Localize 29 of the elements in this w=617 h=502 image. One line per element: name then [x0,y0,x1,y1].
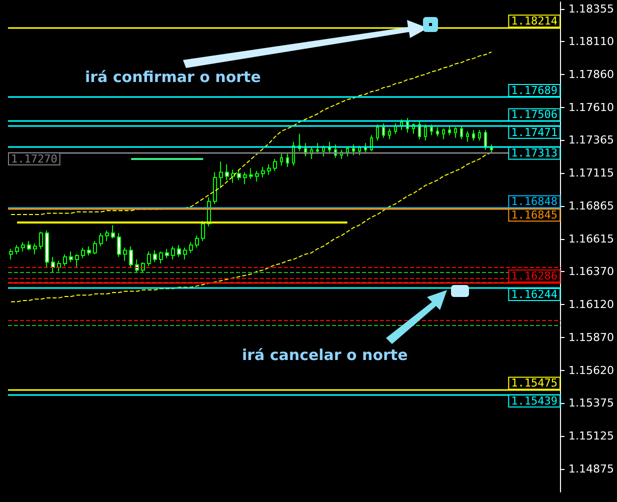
y-tick-label: 1.15375 [568,396,614,410]
ref-line-label: 1.17689 [511,84,558,98]
ref-line-label: 1.17313 [511,146,558,160]
y-tick-label: 1.14875 [568,462,614,476]
ref-line-label: 1.17471 [511,126,558,139]
y-tick-label: 1.16865 [568,199,614,212]
ref-line-label: 1.18214 [511,14,558,28]
ref-line-label: 1.17506 [511,108,558,122]
ref-line-label: 1.16845 [511,208,558,222]
y-tick-label: 1.18355 [568,2,614,16]
ref-line-label: 1.15475 [511,376,558,390]
annotation: irá confirmar o norte [85,68,261,86]
ref-line-label: 1.16286 [511,269,558,282]
y-tick-label: 1.16615 [568,232,614,246]
ref-line-label: 1.17270 [11,152,58,166]
y-tick-label: 1.16120 [568,298,614,311]
ref-line-label: 1.15439 [511,394,558,408]
y-tick-label: 1.17610 [568,100,614,114]
ref-line-label: 1.16848 [511,195,558,208]
y-tick-label: 1.18110 [568,34,614,48]
ref-line-label: 1.16244 [511,288,558,302]
y-tick-label: 1.16370 [568,264,614,278]
y-tick-label: 1.15125 [568,429,614,442]
y-tick-label: 1.15620 [568,364,614,378]
y-tick-label: 1.17115 [568,166,614,180]
y-tick-label: 1.17860 [568,68,614,81]
y-tick-label: 1.15870 [568,330,614,344]
y-tick-label: 1.17365 [568,133,614,146]
annotation: irá cancelar o norte [242,346,408,364]
